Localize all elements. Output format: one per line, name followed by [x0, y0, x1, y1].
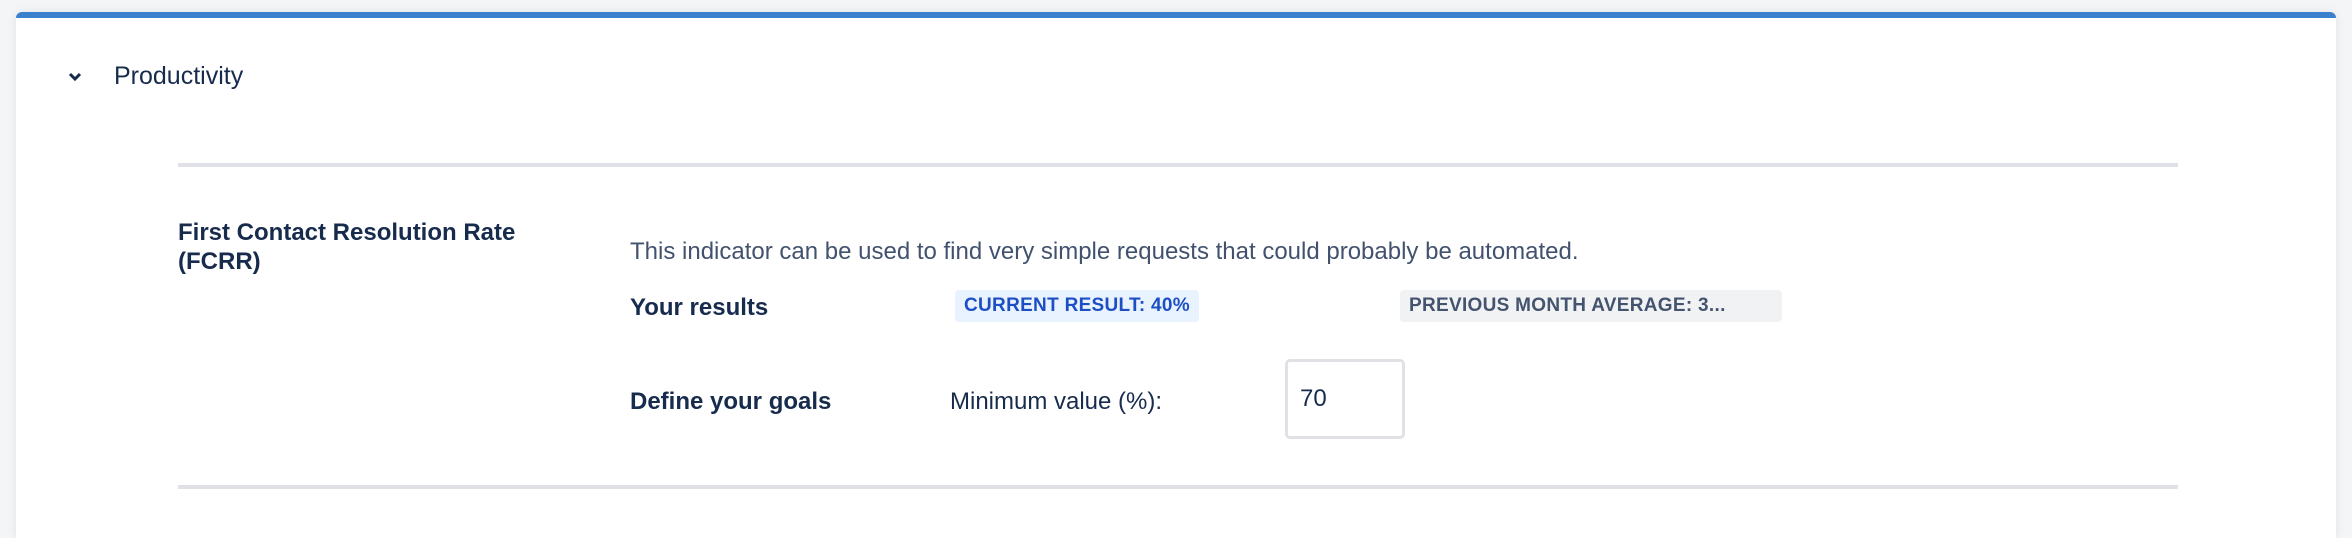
goals-label: Define your goals	[630, 388, 832, 415]
indicator-description: This indicator can be used to find very …	[630, 238, 1579, 265]
indicator-name: First Contact Resolution Rate (FCRR)	[178, 219, 516, 275]
minimum-value-input[interactable]	[1285, 359, 1405, 439]
results-label: Your results	[630, 294, 769, 321]
productivity-card: Productivity First Contact Resolution Ra…	[16, 12, 2336, 538]
current-result-badge: CURRENT RESULT: 40%	[955, 290, 1199, 322]
minimum-value-label: Minimum value (%):	[950, 388, 1163, 415]
chevron-down-icon	[68, 72, 82, 81]
previous-average-badge: PREVIOUS MONTH AVERAGE: 3...	[1400, 290, 1782, 322]
divider-bottom	[178, 485, 2178, 489]
divider-top	[178, 163, 2178, 167]
section-toggle[interactable]: Productivity	[68, 62, 243, 91]
section-title: Productivity	[114, 62, 244, 90]
